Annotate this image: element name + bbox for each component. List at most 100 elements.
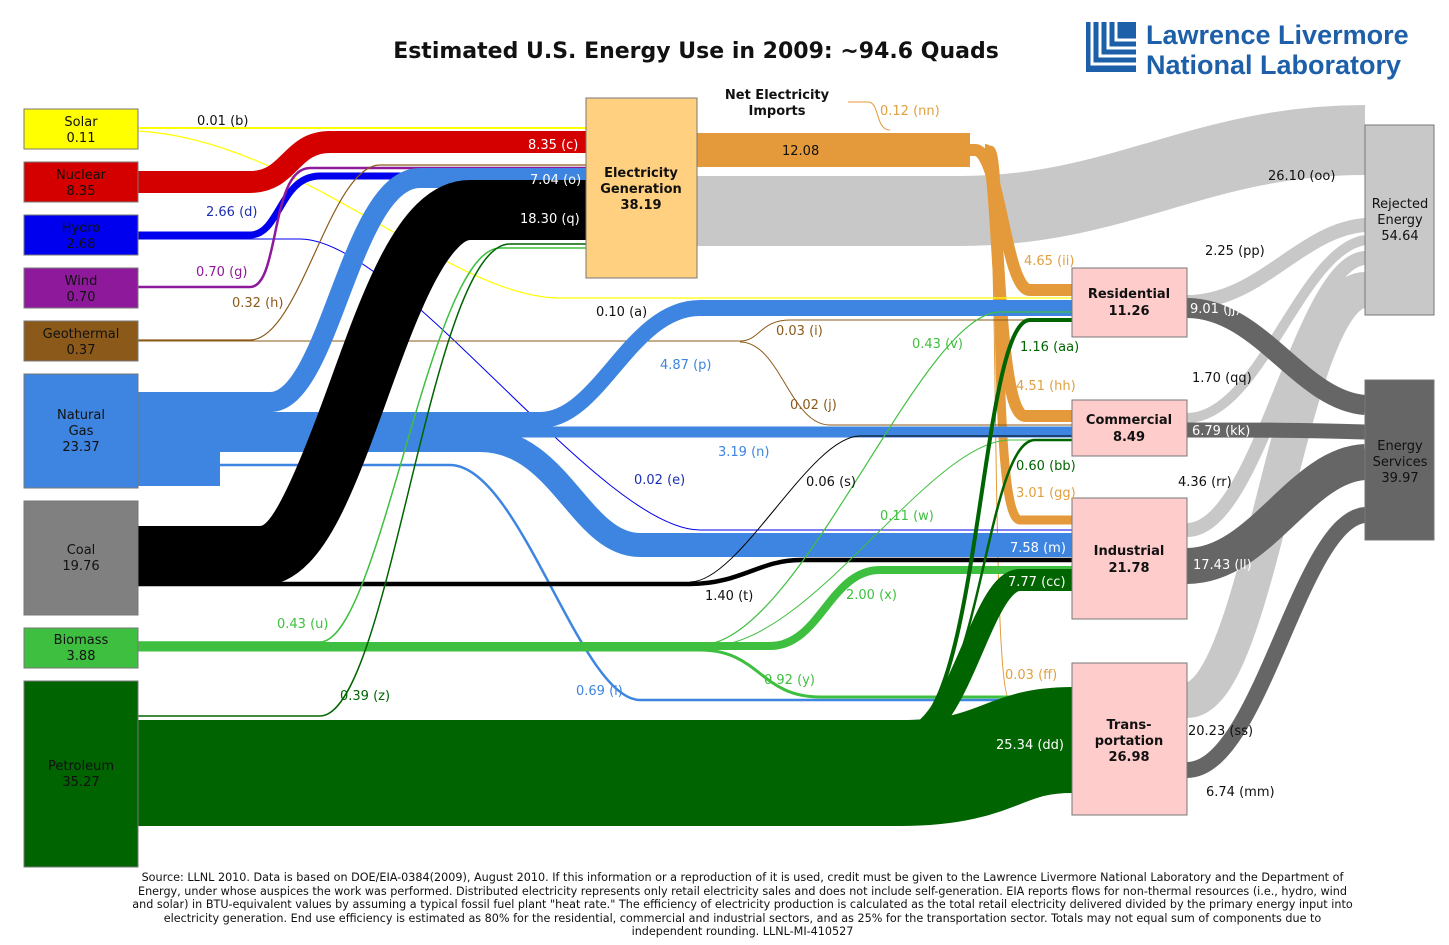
flow-label-h: 0.32 (h) [232, 296, 283, 311]
llnl-logo-mark-icon [1086, 22, 1136, 72]
sector-residential-value: 11.26 [1108, 304, 1149, 319]
flow-label-s: 0.06 (s) [806, 475, 856, 490]
services-name-1: Energy [1377, 439, 1423, 454]
imports-label-1: Net Electricity [725, 88, 830, 103]
source-petroleum-name: Petroleum [48, 759, 114, 774]
flow-label-bb: 0.60 (bb) [1016, 459, 1076, 474]
flow-petroleum-electricity [138, 243, 586, 717]
source-biomass: Biomass 3.88 [23, 627, 139, 669]
flow-label-kk: 6.79 (kk) [1192, 424, 1250, 439]
flow-label-jj: 9.01 (jj) [1190, 302, 1240, 317]
flow-commercial-services [1186, 422, 1366, 440]
source-hydro-value: 2.68 [67, 237, 96, 252]
flow-label-hh: 4.51 (hh) [1016, 379, 1076, 394]
flow-label-z: 0.39 (z) [340, 689, 390, 704]
flow-label-e: 0.02 (e) [634, 473, 685, 488]
flow-petroleum-commercial [904, 438, 1072, 730]
flow-petroleum-residential [904, 318, 1072, 732]
flow-imports [848, 101, 891, 131]
flow-labels: 0.01 (b) 8.35 (c) 7.04 (o) 18.30 (q) 2.6… [196, 104, 1335, 800]
flows [137, 101, 1369, 826]
flow-label-o: 7.04 (o) [530, 173, 581, 188]
electricity-value: 38.19 [620, 198, 661, 213]
sector-transportation: Trans- portation 26.98 [1071, 662, 1188, 816]
sector-residential-name: Residential [1088, 287, 1170, 302]
flow-label-u: 0.43 (u) [277, 617, 328, 632]
flow-petroleum-transportation [138, 687, 1074, 826]
flow-label-i: 0.03 (i) [776, 324, 823, 339]
electricity-generation-box: Electricity Generation 38.19 [585, 97, 698, 279]
source-geothermal-value: 0.37 [67, 343, 96, 358]
flow-label-a: 0.10 (a) [596, 305, 647, 320]
source-hydro: Hydro 2.68 [23, 214, 139, 256]
source-natural-gas-name-2: Gas [69, 424, 94, 439]
flow-gas-industrial [138, 428, 1072, 557]
rejected-name-2: Energy [1377, 213, 1423, 228]
flow-residential-services [1186, 298, 1367, 415]
sector-industrial: Industrial 21.78 [1071, 497, 1188, 620]
source-geothermal: Geothermal 0.37 [23, 320, 139, 362]
flow-wind-electricity [138, 166, 586, 289]
imports-label-2: Imports [749, 104, 806, 119]
flow-commercial-rejected [1186, 235, 1367, 423]
flow-label-b: 0.01 (b) [197, 114, 248, 129]
flow-elec-transportation [984, 159, 1072, 701]
source-solar: Solar 0.11 [23, 108, 139, 150]
flow-label-dd: 25.34 (dd) [996, 738, 1064, 753]
sector-residential: Residential 11.26 [1071, 267, 1188, 338]
sector-industrial-value: 21.78 [1108, 561, 1149, 576]
sector-commercial: Commercial 8.49 [1071, 399, 1188, 457]
flow-label-mm: 6.74 (mm) [1206, 785, 1275, 800]
sector-transportation-name-1: Trans- [1106, 718, 1151, 733]
sector-commercial-name: Commercial [1086, 413, 1172, 428]
flow-transportation-services [1185, 507, 1367, 778]
flow-label-y: 0.92 (y) [764, 673, 815, 688]
flow-gas-electricity [138, 168, 586, 412]
sector-boxes: Residential 11.26 Commercial 8.49 Indust… [1071, 267, 1188, 816]
source-geothermal-name: Geothermal [43, 327, 120, 342]
flow-label-l: 0.69 (l) [576, 684, 623, 699]
output-energy-services: Energy Services 39.97 [1364, 379, 1435, 541]
flow-residential-rejected [1186, 218, 1366, 309]
flow-label-rr: 4.36 (rr) [1178, 475, 1232, 490]
source-natural-gas-value: 23.37 [62, 440, 99, 455]
flow-gas-residential [138, 300, 1072, 428]
flow-label-ll: 17.43 (ll) [1193, 558, 1252, 573]
source-natural-gas-name-1: Natural [57, 408, 105, 423]
flow-biomass-transportation [138, 648, 1072, 699]
flow-industrial-services [1185, 444, 1368, 584]
flow-label-d: 2.66 (d) [206, 205, 257, 220]
flow-biomass-commercial [709, 439, 1072, 647]
flow-label-ff: 0.03 (ff) [1005, 668, 1057, 683]
source-nuclear: Nuclear 8.35 [23, 161, 139, 203]
flow-label-j: 0.02 (j) [790, 398, 837, 413]
flow-label-nn: 0.12 (nn) [880, 104, 940, 119]
services-value: 39.97 [1381, 471, 1418, 486]
llnl-logo: Lawrence Livermore National Laboratory [1086, 20, 1409, 80]
flow-elec-industrial [985, 145, 1072, 525]
source-coal-value: 19.76 [62, 559, 99, 574]
source-wind-name: Wind [65, 274, 98, 289]
flow-geothermal-electricity [138, 164, 586, 341]
flow-geothermal-commercial [739, 341, 1072, 426]
flow-nuclear-electricity [138, 131, 586, 193]
flow-label-t: 1.40 (t) [705, 589, 753, 604]
source-solar-name: Solar [64, 115, 98, 130]
flow-petroleum-industrial [898, 569, 1072, 751]
sector-transportation-name-2: portation [1095, 734, 1164, 749]
source-biomass-value: 3.88 [67, 649, 96, 664]
flow-label-ss: 20.23 (ss) [1188, 724, 1253, 739]
flow-coal-electricity [138, 180, 586, 586]
diagram-title: Estimated U.S. Energy Use in 2009: ~94.6… [393, 39, 999, 64]
source-nuclear-value: 8.35 [67, 184, 96, 199]
electricity-name-2: Generation [600, 182, 682, 197]
source-footnote: Source: LLNL 2010. Data is based on DOE/… [132, 871, 1353, 939]
output-boxes: Rejected Energy 54.64 Energy Services 39… [1364, 124, 1435, 541]
sector-transportation-value: 26.98 [1108, 750, 1149, 765]
flow-label-n: 3.19 (n) [718, 445, 769, 460]
source-nuclear-name: Nuclear [56, 168, 107, 183]
services-name-2: Services [1373, 455, 1428, 470]
output-rejected-energy: Rejected Energy 54.64 [1364, 124, 1435, 316]
source-solar-value: 0.11 [67, 131, 96, 146]
